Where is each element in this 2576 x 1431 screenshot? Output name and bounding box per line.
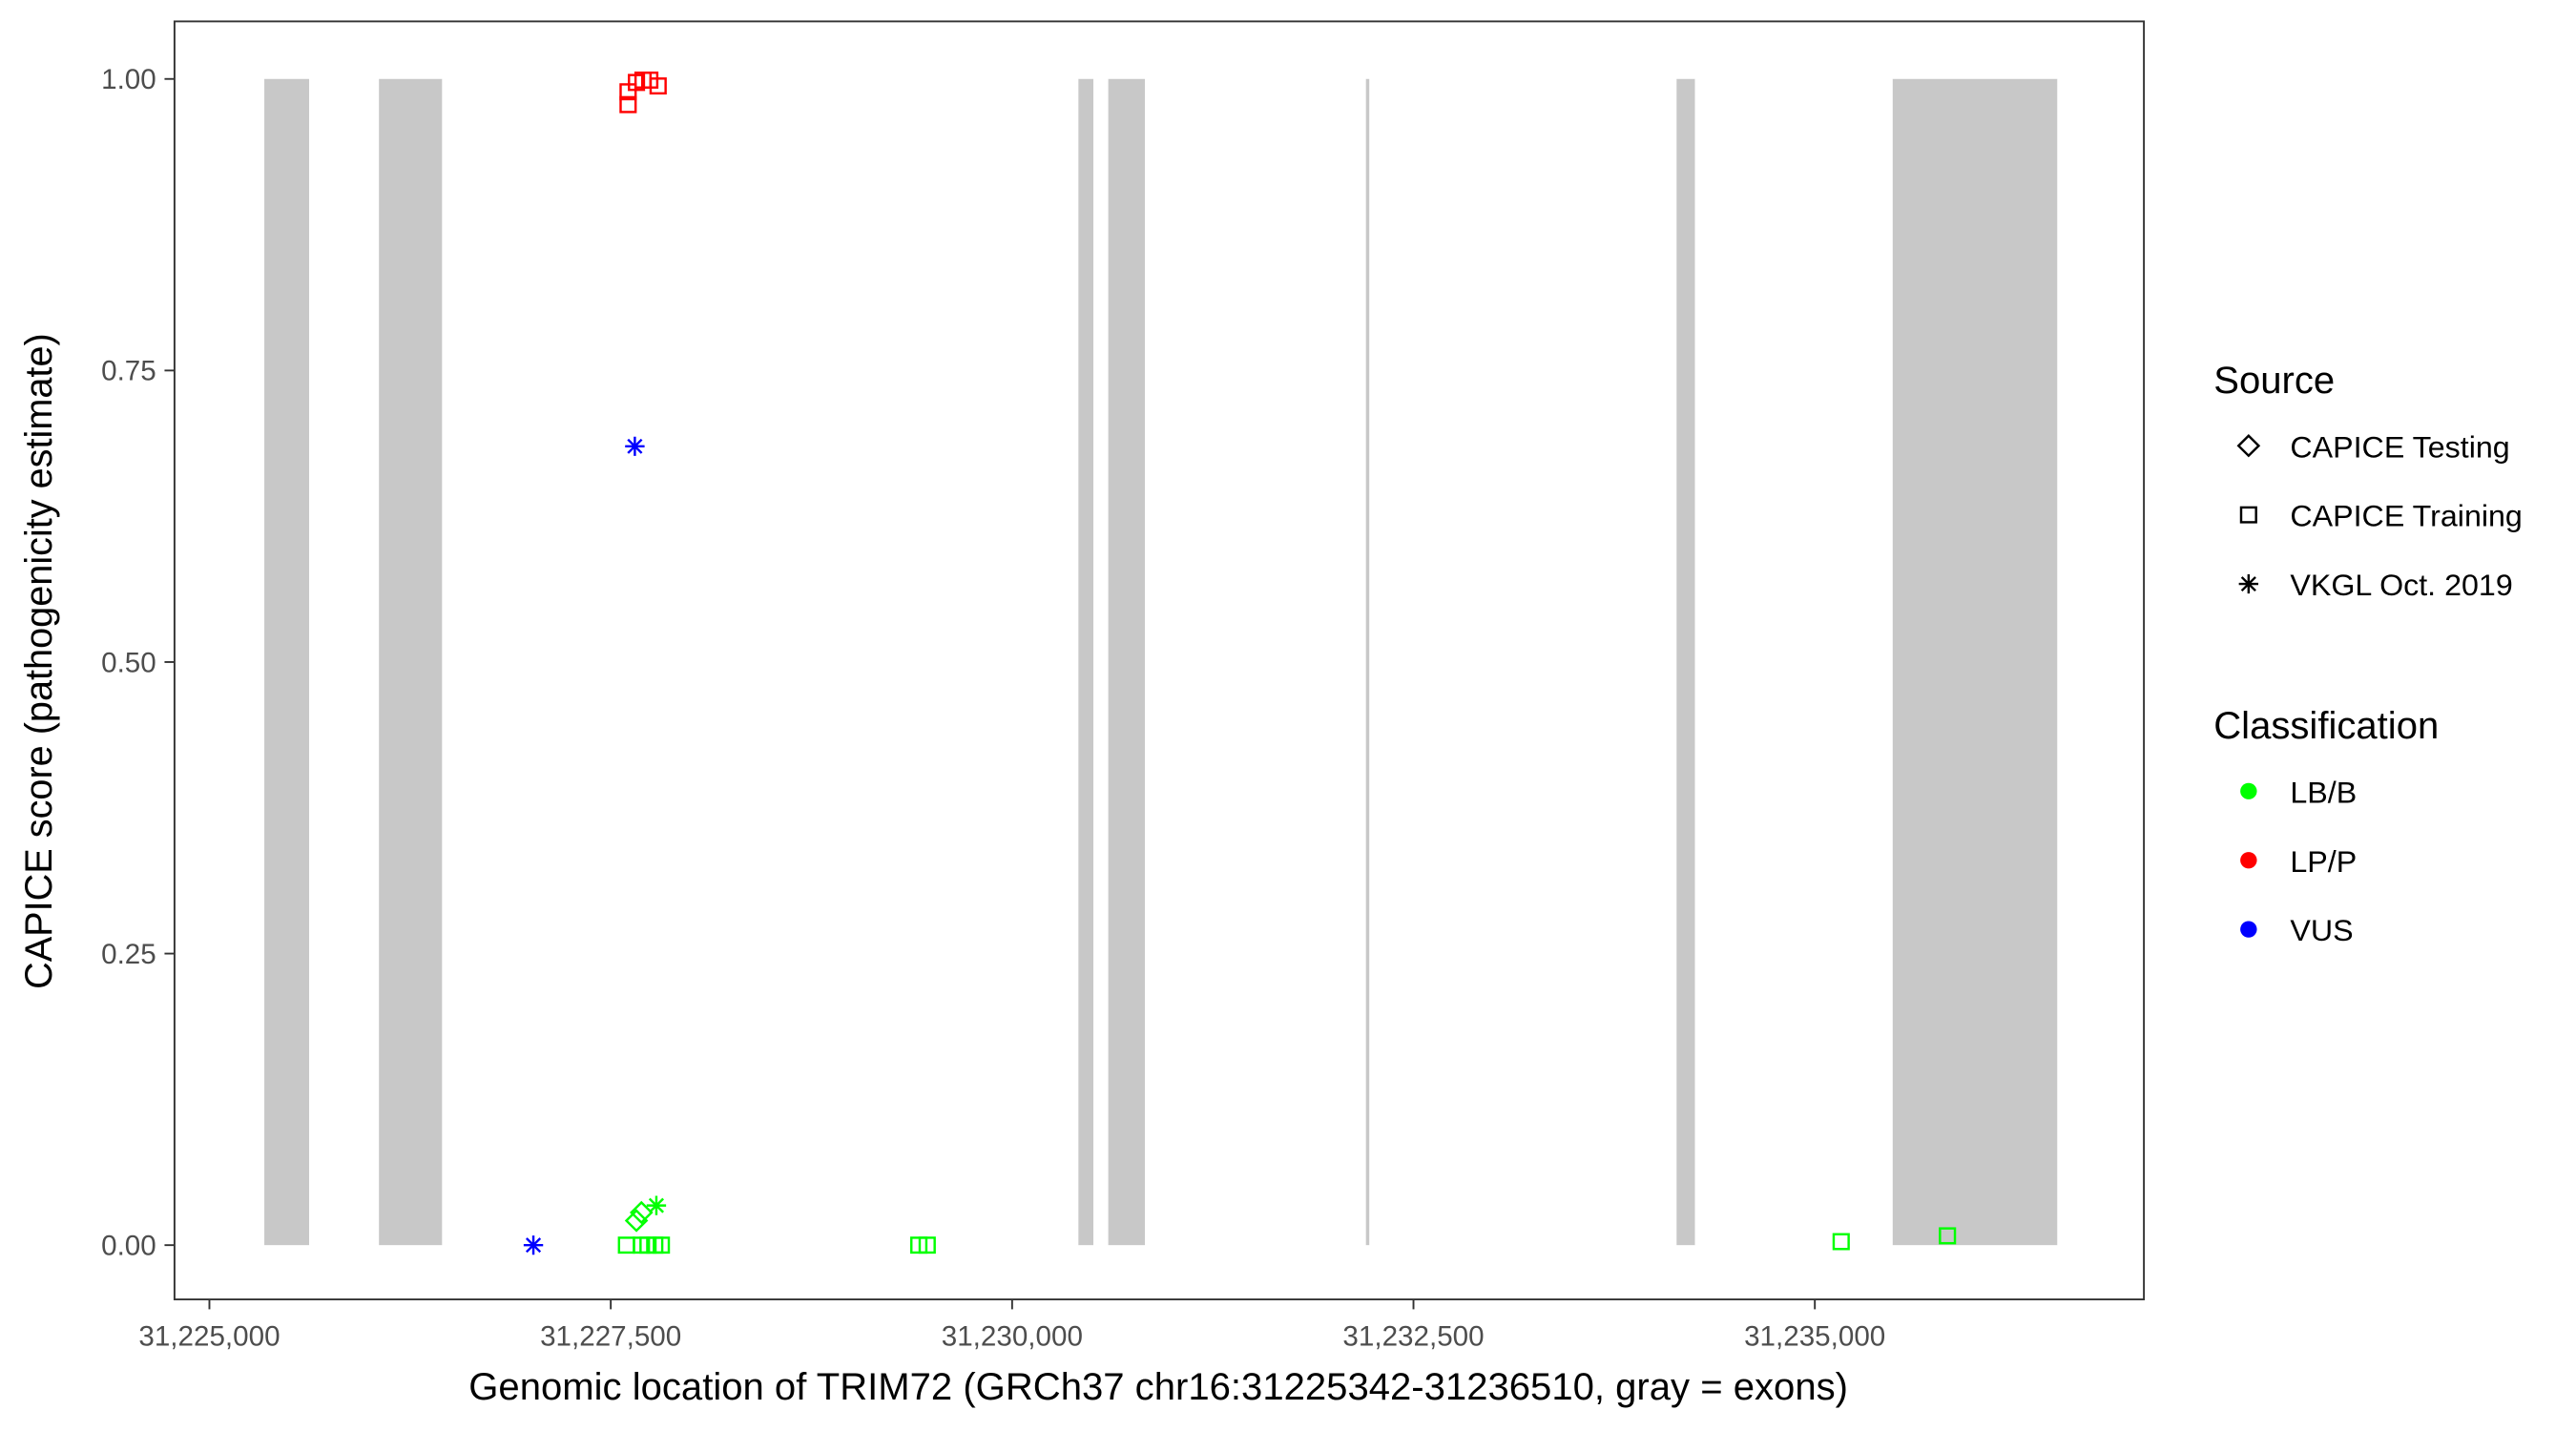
exon-bar xyxy=(264,78,309,1246)
exon-layer xyxy=(264,78,2058,1246)
legend-class-label: LP/P xyxy=(2290,844,2357,879)
legend-class-label: VUS xyxy=(2290,913,2353,947)
data-point-square xyxy=(649,77,667,95)
data-point-asterisk xyxy=(625,436,645,456)
x-tick-label: 31,235,000 xyxy=(1744,1320,1885,1352)
points-layer xyxy=(523,72,1957,1255)
data-point-diamond xyxy=(629,1200,654,1225)
y-tick-label: 0.25 xyxy=(101,939,156,970)
legend-key-dot-icon xyxy=(2240,852,2257,869)
exon-bar xyxy=(379,78,443,1246)
x-axis-title: Genomic location of TRIM72 (GRCh37 chr16… xyxy=(468,1366,1848,1408)
legend-key-square-icon xyxy=(2239,506,2257,524)
y-tick-label: 0.00 xyxy=(101,1231,156,1262)
y-tick-label: 1.00 xyxy=(101,64,156,95)
data-point-square xyxy=(619,95,637,114)
exon-bar xyxy=(1676,78,1695,1246)
x-tick-label: 31,232,500 xyxy=(1342,1320,1484,1352)
y-tick-label: 0.50 xyxy=(101,647,156,678)
legend-source-label: CAPICE Training xyxy=(2290,499,2522,533)
legend-key-asterisk-icon xyxy=(2238,573,2259,594)
data-point-square xyxy=(918,1236,936,1255)
x-tick-label: 31,230,000 xyxy=(942,1320,1083,1352)
legend-source-label: VKGL Oct. 2019 xyxy=(2290,568,2512,602)
panel-border xyxy=(173,20,2146,1301)
legend-source-title: Source xyxy=(2213,360,2335,402)
legend-source-label: CAPICE Testing xyxy=(2290,429,2509,464)
legend-key-dot-icon xyxy=(2240,921,2257,938)
data-point-diamond xyxy=(624,1209,649,1233)
y-tick-label: 0.75 xyxy=(101,356,156,387)
x-tick-label: 31,225,000 xyxy=(138,1320,280,1352)
x-tick-label: 31,227,500 xyxy=(540,1320,681,1352)
data-point-square xyxy=(1939,1227,1957,1245)
legend-classification-title: Classification xyxy=(2213,705,2439,747)
exon-bar xyxy=(1365,78,1370,1246)
legend-key-dot-icon xyxy=(2240,782,2257,799)
data-point-asterisk xyxy=(646,1195,667,1215)
exon-bar xyxy=(1108,78,1145,1246)
data-point-asterisk xyxy=(523,1235,544,1255)
data-point-square xyxy=(653,1236,671,1255)
y-axis-title: CAPICE score (pathogenicity estimate) xyxy=(18,333,60,989)
y-axis: 0.00 0.25 0.50 0.75 1.00 xyxy=(101,64,175,1261)
legend-key-diamond-icon xyxy=(2236,434,2261,458)
legend: Source Classification CAPICE Testing CAPI… xyxy=(2213,360,2523,947)
exon-bar xyxy=(1892,78,2058,1246)
data-point-square xyxy=(1832,1233,1850,1251)
legend-class-label: LB/B xyxy=(2290,776,2357,810)
exon-bar xyxy=(1078,78,1093,1246)
x-axis: 31,225,000 31,227,500 31,230,000 31,232,500… xyxy=(138,1299,1885,1352)
